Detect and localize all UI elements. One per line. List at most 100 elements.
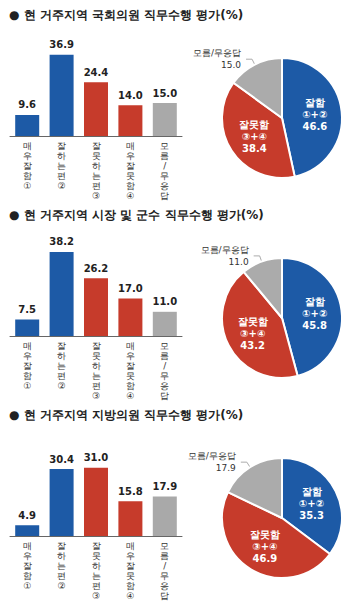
svg-text:우: 우: [23, 351, 32, 361]
svg-text:무: 무: [160, 571, 169, 581]
svg-text:하: 하: [92, 561, 101, 571]
svg-text:우: 우: [126, 551, 135, 561]
svg-text:9.6: 9.6: [18, 99, 36, 110]
svg-text:①+②: ①+②: [299, 498, 324, 509]
svg-text:①+②: ①+②: [302, 109, 327, 120]
svg-text:잘: 잘: [57, 141, 66, 151]
svg-text:③: ③: [92, 391, 100, 401]
svg-text:잘: 잘: [92, 541, 101, 551]
svg-text:응: 응: [160, 181, 169, 191]
svg-text:7.5: 7.5: [18, 304, 36, 315]
svg-text:②: ②: [58, 581, 66, 591]
svg-text:무: 무: [160, 371, 169, 381]
svg-text:/: /: [163, 361, 167, 371]
svg-text:잘: 잘: [57, 541, 66, 551]
svg-text:/: /: [163, 161, 167, 171]
svg-text:모: 모: [160, 341, 169, 351]
svg-text:38.4: 38.4: [242, 143, 267, 154]
svg-text:함: 함: [23, 171, 32, 181]
svg-text:15.0: 15.0: [221, 60, 241, 70]
svg-text:● 현 거주지역 지방의원 직무수행 평가(%): ● 현 거주지역 지방의원 직무수행 평가(%): [9, 408, 243, 422]
svg-text:①+②: ①+②: [302, 308, 327, 319]
svg-text:는: 는: [92, 371, 101, 381]
svg-text:35.3: 35.3: [299, 510, 324, 521]
svg-text:③+④: ③+④: [240, 328, 265, 339]
svg-text:함: 함: [23, 571, 32, 581]
svg-text:는: 는: [57, 361, 66, 371]
svg-text:①: ①: [23, 581, 31, 591]
svg-text:매: 매: [23, 141, 32, 151]
svg-text:못: 못: [126, 571, 135, 581]
svg-text:하: 하: [92, 161, 101, 171]
svg-text:잘: 잘: [23, 361, 32, 371]
svg-text:①: ①: [23, 381, 31, 391]
svg-text:모름/무응답: 모름/무응답: [201, 245, 249, 255]
svg-text:③+④: ③+④: [252, 541, 277, 552]
svg-text:우: 우: [23, 551, 32, 561]
svg-text:46.6: 46.6: [302, 121, 327, 132]
svg-text:못: 못: [92, 151, 101, 161]
svg-text:잘함: 잘함: [305, 97, 325, 108]
svg-text:는: 는: [57, 161, 66, 171]
svg-text:는: 는: [57, 561, 66, 571]
svg-text:하: 하: [57, 151, 66, 161]
svg-text:잘못함: 잘못함: [239, 119, 269, 130]
svg-text:모: 모: [160, 141, 169, 151]
svg-text:편: 편: [92, 381, 101, 391]
svg-text:③: ③: [92, 191, 100, 201]
svg-text:하: 하: [57, 551, 66, 561]
svg-text:응: 응: [160, 581, 169, 591]
svg-text:17.0: 17.0: [118, 283, 143, 294]
svg-text:모름/무응답: 모름/무응답: [188, 451, 236, 461]
svg-text:우: 우: [126, 351, 135, 361]
svg-text:못: 못: [126, 171, 135, 181]
svg-text:잘못함: 잘못함: [238, 316, 268, 327]
svg-text:잘함: 잘함: [302, 486, 322, 497]
svg-text:잘: 잘: [23, 561, 32, 571]
svg-text:하: 하: [57, 351, 66, 361]
svg-text:모: 모: [160, 541, 169, 551]
svg-text:잘못함: 잘못함: [250, 529, 280, 540]
svg-text:17.9: 17.9: [152, 481, 177, 492]
svg-text:는: 는: [92, 571, 101, 581]
svg-text:24.4: 24.4: [84, 67, 109, 78]
svg-text:편: 편: [57, 171, 66, 181]
svg-text:잘: 잘: [23, 161, 32, 171]
svg-text:응: 응: [160, 381, 169, 391]
svg-text:매: 매: [23, 541, 32, 551]
svg-text:잘함: 잘함: [305, 296, 325, 307]
svg-text:편: 편: [92, 581, 101, 591]
svg-text:43.2: 43.2: [240, 340, 265, 351]
svg-text:우: 우: [126, 151, 135, 161]
svg-text:③: ③: [92, 591, 100, 601]
svg-text:매: 매: [126, 341, 135, 351]
svg-text:14.0: 14.0: [118, 90, 143, 101]
svg-text:4.9: 4.9: [18, 510, 36, 521]
svg-text:못: 못: [126, 371, 135, 381]
svg-text:매: 매: [126, 541, 135, 551]
svg-text:편: 편: [57, 371, 66, 381]
svg-text:모름/무응답: 모름/무응답: [193, 48, 241, 58]
svg-text:38.2: 38.2: [49, 236, 74, 247]
svg-text:름: 름: [160, 551, 169, 561]
svg-text:15.8: 15.8: [118, 486, 143, 497]
svg-text:잘: 잘: [92, 341, 101, 351]
svg-text:잘: 잘: [126, 561, 135, 571]
svg-text:11.0: 11.0: [229, 257, 249, 267]
svg-text:잘: 잘: [57, 341, 66, 351]
svg-text:④: ④: [126, 191, 134, 201]
svg-text:답: 답: [160, 391, 169, 401]
svg-text:매: 매: [23, 341, 32, 351]
svg-text:매: 매: [126, 141, 135, 151]
svg-text:잘: 잘: [126, 161, 135, 171]
svg-text:는: 는: [92, 171, 101, 181]
svg-text:26.2: 26.2: [84, 263, 109, 274]
svg-text:편: 편: [92, 181, 101, 191]
svg-text:우: 우: [23, 151, 32, 161]
svg-text:②: ②: [58, 381, 66, 391]
svg-text:답: 답: [160, 591, 169, 601]
svg-text:함: 함: [126, 581, 135, 591]
svg-text:15.0: 15.0: [152, 88, 177, 99]
svg-text:11.0: 11.0: [152, 296, 177, 307]
svg-text:17.9: 17.9: [216, 463, 236, 473]
